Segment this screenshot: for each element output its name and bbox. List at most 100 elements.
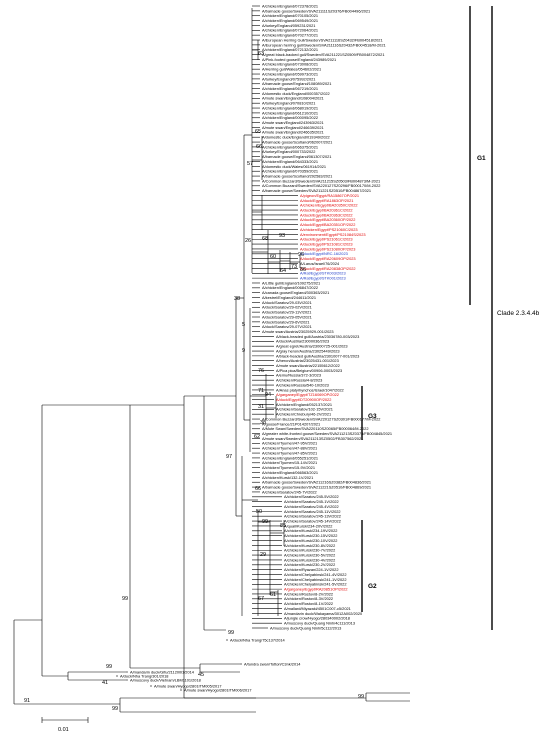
leaf-label: A/Herring gull/Wales/054602/2021	[262, 67, 321, 72]
leaf-label: A/duck/Nha Trang/301/2018	[120, 673, 168, 678]
leaf-label: A/domestic duck/England/000357/2022	[262, 91, 330, 96]
bootstrap-99-c: 99	[228, 630, 234, 636]
leaf-label: A/quail/Kursk/234-20V/2022	[284, 523, 332, 528]
bootstrap-29: 29	[260, 552, 266, 558]
leaf-label: A/muscovy duck/Quang Ninh/4c111/2013	[284, 621, 355, 626]
leaf-label: A/chicken/Saratov/245-13V/2022	[284, 514, 341, 519]
leaf-label: A/mute swan/England/108004/2021	[262, 96, 324, 101]
leaf-label: A/Pink-footed goose/England/243989/2021	[262, 57, 336, 62]
leaf-label: A/turkey/England/059231/2021	[262, 23, 315, 28]
clade-annotations: G1 G3 G2 Clade 2.3.4.4b	[361, 6, 540, 630]
leaf-label: A/barnacle goose/Scotland/292583/2021	[262, 173, 332, 178]
leaf-label: A/chicken/Russia/4-8/2023	[276, 378, 322, 383]
leaf-label: A/domestic duck/England/019349/2022	[262, 135, 330, 140]
leaf-label: A/chicken/Kursk/132-1V/2021	[262, 475, 313, 480]
leaf-label: A/chicken/England/066375/2021	[262, 144, 318, 149]
leaf-label: A/chicken/England/064333/2021	[262, 159, 318, 164]
leaf-label: A/environment/Egypt/PS21084S/2023	[300, 232, 366, 237]
bootstrap-99-b: 99	[112, 706, 118, 712]
bootstrap-64: 64	[280, 268, 286, 274]
g1-label: G1	[477, 155, 486, 162]
bootstrap-45: 45	[198, 672, 204, 678]
leaf-label: A/garganey/Egypt/RA20851OP/2022	[284, 587, 348, 592]
leaf-label: A/chicken/Saratov/245-4V/2022	[284, 504, 339, 509]
leaf-label: A/mandarin duck/Wakayama/3012A002/2020	[284, 611, 363, 616]
leaf-label: A/duck/Saratov/29-05V/2021	[262, 314, 312, 319]
bootstrap-38b: 38	[260, 420, 266, 426]
leaf-label: A/duck/Egypt/PS21080OP/2023	[300, 246, 355, 251]
leaf-label: A/duck/Saratov/29-02V/2021	[262, 305, 312, 310]
leaf-label: A/great egret/Austria/23000725-001/2023	[276, 344, 348, 349]
leaf-label: A/European herring gull/Sweden/SVA211116…	[262, 42, 386, 47]
leaf-label: A/Pica pica/Belgium/00906-0003/2023	[276, 368, 342, 373]
leaf-label: A/gray heron/Austria/23025449/2023	[276, 348, 340, 353]
leaf-label: A/chicken/Kursk/230-8V/2022	[284, 543, 335, 548]
leaf-label: A/chicken/Saratov/245-14V/2022	[284, 518, 341, 523]
leaf-label: A/mandarin duck/Gifu/211200l1/2014	[130, 669, 195, 674]
leaf-label: A/chicken/Chelyabinsk/241-1V/2022	[284, 577, 347, 582]
leaf-label: A/Common Buzzard/Sweden/SVA220127SZ0296/…	[262, 183, 380, 188]
bootstrap-63: 63	[258, 51, 264, 57]
leaf-label: A/duck/Egypt/PS21061C/2023	[300, 237, 353, 242]
leaf-label: A/mute swan/Sweden/SVA211213SZ0502/FB307…	[262, 436, 363, 441]
bootstrap-26: 26	[245, 238, 251, 244]
leaf-label: A/muscovy duck/Vietnam/LBM1101/2018	[130, 677, 201, 682]
bootstrap-62: 62	[254, 434, 260, 440]
tree-branches	[13, 8, 410, 713]
leaf-label: A/duck/Egypt/BA20351OP/2022	[300, 222, 355, 227]
bootstrap-60: 60	[270, 254, 276, 260]
bootstrap-41: 41	[102, 680, 108, 686]
leaf-label: A/barnacle goose/Sweden/SVA211221SZ0510/…	[262, 188, 371, 193]
leaf-label: A/chicken/Kursk/230-7V/2022	[284, 548, 335, 553]
leaf-label: A/barnacle goose/Scotland/062007/2021	[262, 139, 332, 144]
leaf-label: A/chicken/England/072064/2021	[262, 28, 318, 33]
leaf-label: A/chicken/Saratov/245-7V/2022	[262, 489, 317, 494]
leaf-label: A/emu/Russia/372-3/2023	[276, 373, 321, 378]
leaf-label: A/heron/Austria/23025431-001/2023	[276, 358, 339, 363]
leaf-label: A/chicken/Rostov/8-3V/2022	[284, 596, 333, 601]
leaf-label: A/chicken/England/066563/2021	[262, 470, 318, 475]
bootstrap-97: 97	[226, 454, 232, 460]
leaf-label: A/barnacle goose/Sweden/SVA211221SZ0510/…	[262, 484, 371, 489]
leaf-label: A/kestrel/England/244611/2021	[262, 295, 316, 300]
leaf-label: A/black-headed gull/Austria/23036780-003…	[276, 334, 359, 339]
leaf-label: A/duck/Saratov/29-11V/2021	[262, 310, 311, 315]
bootstrap-96: 96	[298, 252, 304, 258]
leaf-label: A/great black-backed gull/Sweden/SVA2112…	[262, 52, 385, 57]
leaf-label: A/garganey/Egypt/TZ16069OP/2022	[276, 392, 339, 397]
leaf-label: A/chicken/Saratov/245-1V/2022	[284, 499, 339, 504]
bootstrap-65: 65	[255, 129, 261, 135]
leaf-label: A/chicken/Kursk/230-2V/2022	[284, 562, 335, 567]
leaf-label: A/duck/Egypt/RA20838OP/2022	[300, 266, 356, 271]
leaf-label: A/chicken/Tyumen/47-88V/2021	[262, 446, 317, 451]
leaf-label: A/duck/Egypt/BA20360OP/2022	[300, 217, 355, 222]
leaf-label: A/pigeon/Egypt/RA15867OP/2021	[300, 193, 359, 198]
leaf-label: A/turkey/England/075992/2021	[262, 76, 315, 81]
leaf-label: A/Common Buzzard/Sweden/SVA211215SZ0503/…	[262, 178, 380, 183]
leaf-label: A/black-headed gull/Austria/23010077-001…	[276, 353, 359, 358]
leaf-label: A/mute swan/England/246639/2021	[262, 125, 324, 130]
leaf-label: A/barnacle goose/Sweden/SVA211216SZ0382/…	[262, 480, 371, 485]
leaf-label: A/duck/Nha Trang/75c137/2014	[230, 637, 286, 642]
leaf-label: A/barnacle goose/England/061307/2021	[262, 154, 331, 159]
leaf-label: A/chicken/Russia/540-10/2023	[276, 382, 329, 387]
bootstrap-38: 38	[234, 296, 240, 302]
bootstrap-5: 5	[242, 322, 245, 328]
leaf-label: A/greater white-fronted goose/Sweden/SVA…	[262, 431, 392, 436]
bootstrap-76: 76	[258, 368, 264, 374]
bootstrap-94: 94	[265, 392, 271, 398]
leaf-label: A/chicken/Saratov/245-5V/2022	[284, 494, 339, 499]
bootstrap-31: 31	[258, 404, 264, 410]
leaf-label: A/chicken/Ryazan/224-1V/2022	[284, 567, 339, 572]
leaf-label: A/duck/Saratov/29-03V/2021	[262, 300, 312, 305]
leaf-label: A/chicken/England/068019/2021	[262, 105, 318, 110]
leaf-label: A/turkey/England/000733/2022	[262, 149, 315, 154]
leaf-label: A/chicken/Chrebury/46-2V/2021	[276, 412, 331, 417]
leaf-label: A/muscovy duck/Quang Ninh/5c112/2013	[270, 625, 341, 630]
bootstrap-85: 85	[280, 523, 286, 529]
bootstrap-86: 86	[300, 267, 306, 273]
leaf-label: A/chicken/England/070277/2021	[262, 33, 318, 38]
leaf-label: A/chicken/England/073008/2021	[262, 62, 318, 67]
leaf-label: A/Little gull/England/109275/2021	[262, 280, 320, 285]
leaf-label: A/chicken/England/059973/2021	[262, 71, 318, 76]
